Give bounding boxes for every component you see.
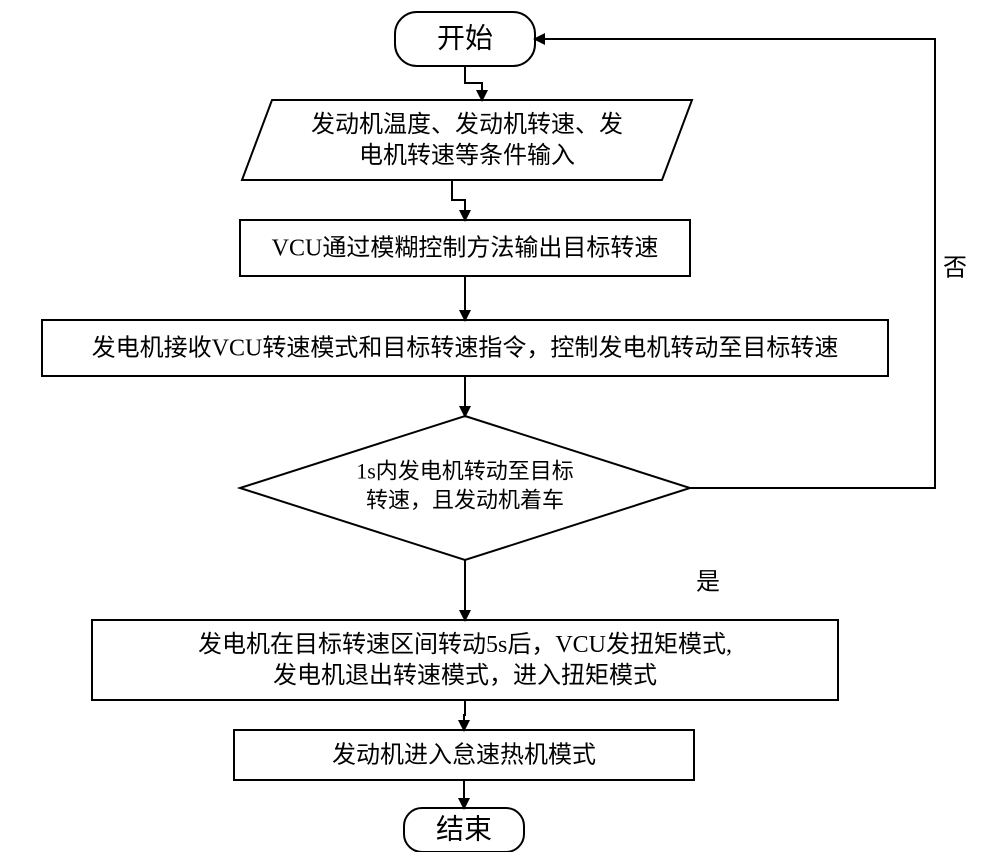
node-input: 发动机温度、发动机转速、发电机转速等条件输入 — [242, 100, 692, 180]
node-process4: 发动机进入怠速热机模式 — [234, 730, 694, 780]
edge-decision_bottom-process3_top: 是 — [465, 560, 720, 620]
flowchart-svg: 开始发动机温度、发动机转速、发电机转速等条件输入 VCU通过模糊控制方法输出目标转… — [0, 0, 1000, 852]
svg-text:电机转速等条件输入: 电机转速等条件输入 — [359, 142, 575, 169]
edge-label-yes: 是 — [696, 570, 720, 596]
edge-start_bottom-input_top — [465, 66, 482, 100]
node-process1: VCU通过模糊控制方法输出目标转速 — [240, 220, 690, 276]
edge-process3_bottom-process4_top — [464, 700, 465, 730]
node-end: 结束 — [404, 808, 524, 852]
svg-text:发电机在目标转速区间转动5s后，VCU发扭矩模式,: 发电机在目标转速区间转动5s后，VCU发扭矩模式, — [198, 631, 732, 658]
svg-text:发动机进入怠速热机模式: 发动机进入怠速热机模式 — [332, 742, 596, 769]
svg-text:1s内发电机转动至目标: 1s内发电机转动至目标 — [356, 459, 574, 484]
node-process3: 发电机在目标转速区间转动5s后，VCU发扭矩模式, 发电机退出转速模式，进入扭矩模… — [92, 620, 838, 700]
svg-text:发电机退出转速模式，进入扭矩模式: 发电机退出转速模式，进入扭矩模式 — [273, 662, 657, 689]
node-decision: 1s内发电机转动至目标转速，且发动机着车 — [240, 416, 690, 560]
svg-text:发动机温度、发动机转速、发: 发动机温度、发动机转速、发 — [311, 111, 623, 138]
edge-decision_right-start_right: 否 — [535, 39, 967, 488]
svg-text:发电机接收VCU转速模式和目标转速指令，控制发电机转动至目标: 发电机接收VCU转速模式和目标转速指令，控制发电机转动至目标转速 — [92, 335, 839, 362]
svg-text:VCU通过模糊控制方法输出目标转速: VCU通过模糊控制方法输出目标转速 — [272, 235, 659, 262]
svg-text:结束: 结束 — [436, 813, 492, 845]
edge-input_bottom-process1_top — [452, 180, 465, 220]
node-start: 开始 — [395, 12, 535, 66]
svg-text:转速，且发动机着车: 转速，且发动机着车 — [366, 487, 564, 512]
edge-label-no: 否 — [943, 256, 967, 282]
node-process2: 发电机接收VCU转速模式和目标转速指令，控制发电机转动至目标转速 — [42, 320, 888, 376]
svg-text:开始: 开始 — [437, 22, 493, 54]
